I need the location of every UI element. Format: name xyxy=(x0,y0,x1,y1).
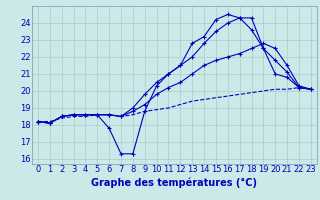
X-axis label: Graphe des températures (°C): Graphe des températures (°C) xyxy=(92,177,257,188)
